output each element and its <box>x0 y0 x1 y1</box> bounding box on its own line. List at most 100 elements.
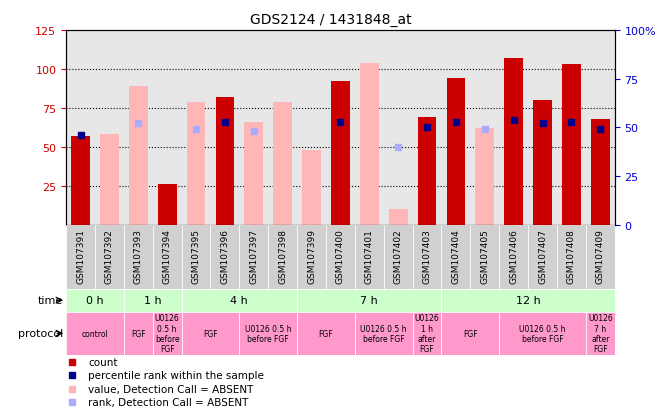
FancyBboxPatch shape <box>442 289 615 312</box>
Bar <box>499 31 528 225</box>
FancyBboxPatch shape <box>182 312 239 355</box>
FancyBboxPatch shape <box>124 312 153 355</box>
FancyBboxPatch shape <box>297 289 442 312</box>
Bar <box>562 65 581 225</box>
Bar <box>355 31 384 225</box>
Bar <box>124 31 153 225</box>
Bar <box>557 31 586 225</box>
Text: GSM107403: GSM107403 <box>422 228 432 283</box>
Bar <box>528 31 557 225</box>
FancyBboxPatch shape <box>442 225 471 289</box>
Text: GSM107404: GSM107404 <box>451 228 461 283</box>
Text: GSM107406: GSM107406 <box>509 228 518 283</box>
Text: FGF: FGF <box>203 329 217 338</box>
Text: U0126 0.5 h
before FGF: U0126 0.5 h before FGF <box>245 324 292 343</box>
Text: percentile rank within the sample: percentile rank within the sample <box>88 370 264 380</box>
Bar <box>153 31 182 225</box>
Text: count: count <box>88 357 118 367</box>
FancyBboxPatch shape <box>384 225 412 289</box>
FancyBboxPatch shape <box>557 225 586 289</box>
Text: 4 h: 4 h <box>231 295 249 306</box>
Bar <box>239 31 268 225</box>
Bar <box>129 87 147 225</box>
Text: time: time <box>38 295 63 306</box>
Text: GSM107397: GSM107397 <box>249 228 258 283</box>
Text: GDS2124 / 1431848_at: GDS2124 / 1431848_at <box>250 13 411 27</box>
Text: GSM107402: GSM107402 <box>394 228 403 283</box>
Bar <box>273 102 292 225</box>
FancyBboxPatch shape <box>355 312 412 355</box>
Text: GSM107409: GSM107409 <box>596 228 605 283</box>
Text: GSM107408: GSM107408 <box>567 228 576 283</box>
Text: protocol: protocol <box>18 328 63 339</box>
Text: U0126 0.5 h
before FGF: U0126 0.5 h before FGF <box>360 324 407 343</box>
Text: 7 h: 7 h <box>360 295 378 306</box>
FancyBboxPatch shape <box>182 289 297 312</box>
FancyBboxPatch shape <box>239 312 297 355</box>
Bar <box>210 31 239 225</box>
Bar <box>71 137 90 225</box>
Bar <box>475 129 494 225</box>
Text: U0126
1 h
after
FGF: U0126 1 h after FGF <box>414 313 440 354</box>
Text: GSM107407: GSM107407 <box>538 228 547 283</box>
Bar <box>297 31 326 225</box>
FancyBboxPatch shape <box>355 225 384 289</box>
FancyBboxPatch shape <box>182 225 210 289</box>
Bar <box>326 31 355 225</box>
FancyBboxPatch shape <box>210 225 239 289</box>
Bar <box>447 79 465 225</box>
Bar <box>418 118 436 225</box>
FancyBboxPatch shape <box>124 225 153 289</box>
Bar <box>533 101 552 225</box>
Bar <box>360 64 379 225</box>
Text: GSM107401: GSM107401 <box>365 228 373 283</box>
Bar <box>591 119 609 225</box>
Text: control: control <box>81 329 108 338</box>
Bar <box>158 185 176 225</box>
Bar <box>504 59 523 225</box>
Bar <box>245 123 263 225</box>
FancyBboxPatch shape <box>326 225 355 289</box>
FancyBboxPatch shape <box>66 312 124 355</box>
Bar <box>389 209 408 225</box>
FancyBboxPatch shape <box>66 225 95 289</box>
FancyBboxPatch shape <box>528 225 557 289</box>
Bar <box>412 31 442 225</box>
Text: GSM107391: GSM107391 <box>76 228 85 283</box>
Text: value, Detection Call = ABSENT: value, Detection Call = ABSENT <box>88 384 253 394</box>
Text: GSM107405: GSM107405 <box>481 228 489 283</box>
FancyBboxPatch shape <box>499 312 586 355</box>
Bar <box>66 31 95 225</box>
Text: GSM107399: GSM107399 <box>307 228 316 283</box>
Bar <box>384 31 412 225</box>
Text: U0126
0.5 h
before
FGF: U0126 0.5 h before FGF <box>155 313 180 354</box>
Text: GSM107395: GSM107395 <box>192 228 200 283</box>
FancyBboxPatch shape <box>95 225 124 289</box>
Bar <box>586 31 615 225</box>
FancyBboxPatch shape <box>586 225 615 289</box>
FancyBboxPatch shape <box>297 225 326 289</box>
Text: GSM107398: GSM107398 <box>278 228 287 283</box>
Bar <box>215 98 234 225</box>
Text: 1 h: 1 h <box>144 295 161 306</box>
Text: GSM107400: GSM107400 <box>336 228 345 283</box>
Text: U0126
7 h
after
FGF: U0126 7 h after FGF <box>588 313 613 354</box>
Bar <box>186 102 206 225</box>
Text: FGF: FGF <box>319 329 333 338</box>
FancyBboxPatch shape <box>586 312 615 355</box>
Bar <box>331 82 350 225</box>
FancyBboxPatch shape <box>153 312 182 355</box>
Text: GSM107393: GSM107393 <box>134 228 143 283</box>
Text: GSM107392: GSM107392 <box>105 228 114 283</box>
Bar <box>442 31 471 225</box>
Text: 12 h: 12 h <box>516 295 541 306</box>
Text: FGF: FGF <box>463 329 478 338</box>
FancyBboxPatch shape <box>471 225 499 289</box>
FancyBboxPatch shape <box>66 289 124 312</box>
FancyBboxPatch shape <box>499 225 528 289</box>
Text: GSM107394: GSM107394 <box>163 228 172 283</box>
FancyBboxPatch shape <box>153 225 182 289</box>
Bar <box>268 31 297 225</box>
Text: FGF: FGF <box>131 329 145 338</box>
Bar <box>100 135 119 225</box>
